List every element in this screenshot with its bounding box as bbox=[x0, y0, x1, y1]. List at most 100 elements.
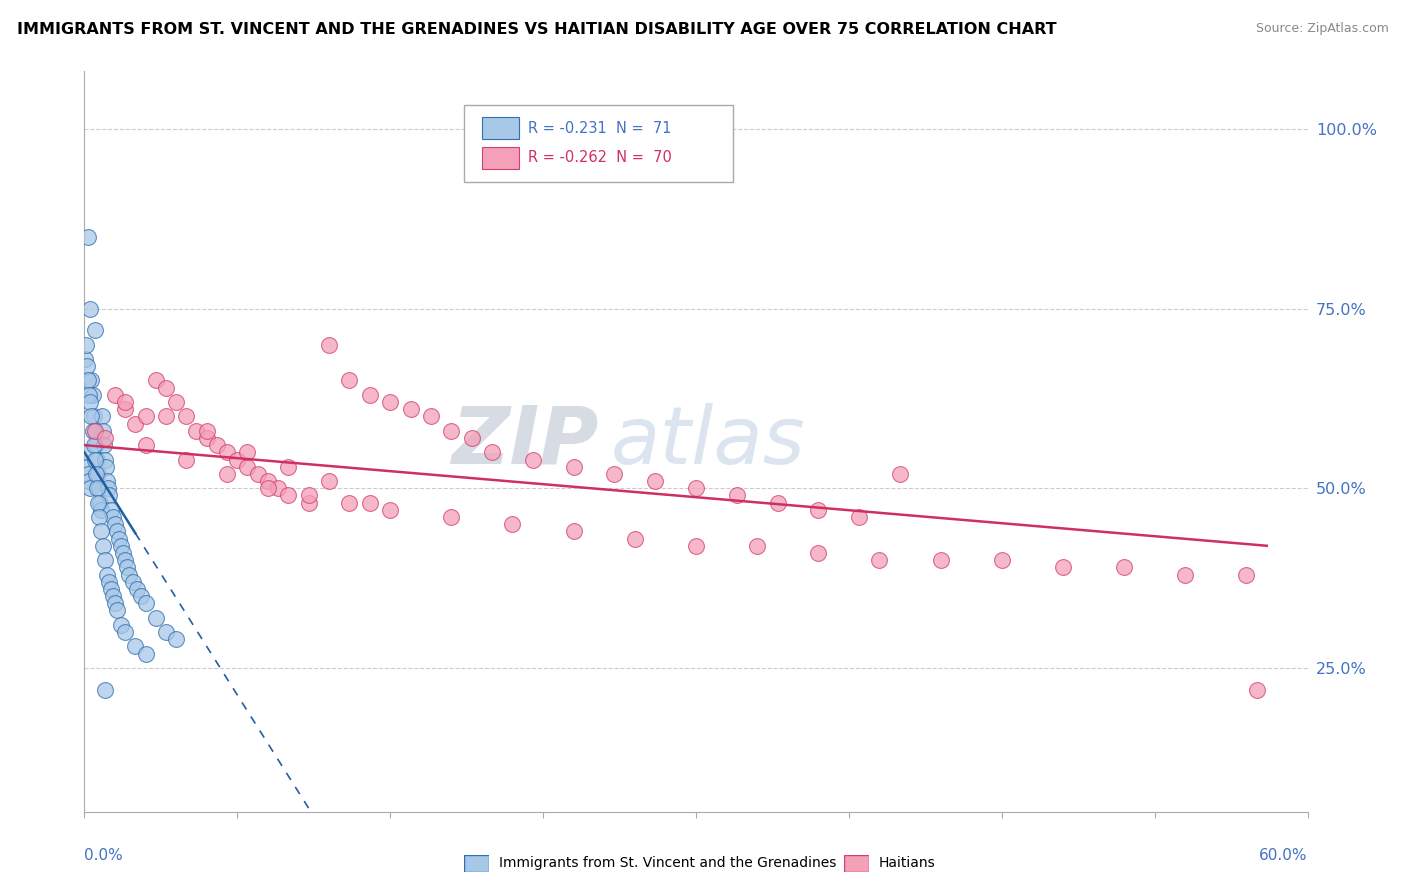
Point bbox=[461, 431, 484, 445]
Point bbox=[929, 553, 952, 567]
Point bbox=[145, 374, 167, 388]
Point bbox=[131, 589, 153, 603]
FancyBboxPatch shape bbox=[464, 104, 733, 183]
Point bbox=[186, 424, 208, 438]
Point bbox=[562, 524, 585, 539]
Point bbox=[217, 467, 239, 481]
Point bbox=[747, 539, 769, 553]
Point bbox=[195, 431, 218, 445]
Point bbox=[124, 640, 146, 654]
Point bbox=[105, 603, 128, 617]
Point bbox=[725, 488, 748, 502]
Point bbox=[90, 503, 112, 517]
Point bbox=[155, 409, 177, 424]
Point bbox=[246, 467, 269, 481]
Point bbox=[624, 532, 647, 546]
Point bbox=[155, 381, 177, 395]
Point bbox=[108, 532, 131, 546]
Point bbox=[83, 452, 105, 467]
Y-axis label: Disability Age Over 75: Disability Age Over 75 bbox=[0, 356, 7, 527]
Point bbox=[91, 424, 114, 438]
Point bbox=[83, 323, 105, 337]
Point bbox=[75, 337, 97, 351]
Point bbox=[97, 488, 120, 502]
Point bbox=[118, 567, 141, 582]
Point bbox=[76, 459, 98, 474]
Point bbox=[82, 424, 104, 438]
Point bbox=[127, 582, 149, 596]
Point bbox=[96, 567, 118, 582]
Point bbox=[685, 539, 707, 553]
Point bbox=[75, 445, 97, 459]
Point bbox=[257, 481, 280, 495]
Point bbox=[114, 553, 136, 567]
Point bbox=[79, 481, 101, 495]
Point bbox=[90, 524, 112, 539]
Point bbox=[83, 424, 105, 438]
Point bbox=[165, 395, 187, 409]
Text: Immigrants from St. Vincent and the Grenadines: Immigrants from St. Vincent and the Gren… bbox=[499, 856, 837, 871]
FancyBboxPatch shape bbox=[482, 117, 519, 139]
Point bbox=[89, 495, 111, 509]
Point bbox=[82, 388, 104, 402]
Point bbox=[1114, 560, 1136, 574]
Point bbox=[502, 517, 524, 532]
Point bbox=[298, 488, 321, 502]
Point bbox=[522, 452, 544, 467]
Point bbox=[87, 481, 110, 495]
Text: Source: ZipAtlas.com: Source: ZipAtlas.com bbox=[1256, 22, 1389, 36]
Point bbox=[236, 445, 259, 459]
Point bbox=[165, 632, 187, 647]
Point bbox=[122, 574, 145, 589]
Point bbox=[135, 596, 157, 610]
Point bbox=[79, 474, 101, 488]
Text: Haitians: Haitians bbox=[879, 856, 935, 871]
Point bbox=[205, 438, 228, 452]
Point bbox=[84, 467, 107, 481]
Point bbox=[100, 582, 122, 596]
Point bbox=[77, 229, 100, 244]
Point bbox=[257, 474, 280, 488]
Point bbox=[807, 546, 830, 560]
Point bbox=[77, 467, 100, 481]
Text: atlas: atlas bbox=[610, 402, 806, 481]
Point bbox=[236, 459, 259, 474]
Point bbox=[93, 431, 115, 445]
Point bbox=[101, 510, 124, 524]
Point bbox=[112, 546, 135, 560]
Point bbox=[339, 495, 361, 509]
Point bbox=[277, 459, 299, 474]
Text: 0.0%: 0.0% bbox=[84, 847, 124, 863]
Text: ZIP: ZIP bbox=[451, 402, 598, 481]
Point bbox=[101, 589, 124, 603]
Point bbox=[226, 452, 249, 467]
Point bbox=[562, 459, 585, 474]
Point bbox=[79, 388, 101, 402]
Point bbox=[80, 374, 103, 388]
Text: IMMIGRANTS FROM ST. VINCENT AND THE GRENADINES VS HAITIAN DISABILITY AGE OVER 75: IMMIGRANTS FROM ST. VINCENT AND THE GREN… bbox=[17, 22, 1056, 37]
Point bbox=[267, 481, 290, 495]
Point bbox=[440, 424, 463, 438]
Point bbox=[93, 452, 115, 467]
Point bbox=[766, 495, 789, 509]
Point bbox=[97, 481, 120, 495]
Point bbox=[1052, 560, 1074, 574]
Point bbox=[124, 417, 146, 431]
Point bbox=[84, 438, 107, 452]
Point bbox=[97, 574, 120, 589]
Point bbox=[83, 409, 105, 424]
Point bbox=[298, 495, 321, 509]
Point bbox=[1174, 567, 1197, 582]
Point bbox=[86, 452, 108, 467]
Point bbox=[135, 438, 157, 452]
Point bbox=[644, 474, 666, 488]
Point bbox=[685, 481, 707, 495]
Point bbox=[93, 553, 115, 567]
Point bbox=[93, 438, 115, 452]
Point bbox=[135, 409, 157, 424]
Point bbox=[807, 503, 830, 517]
Point bbox=[339, 374, 361, 388]
Point bbox=[110, 539, 132, 553]
Text: R = -0.262  N =  70: R = -0.262 N = 70 bbox=[529, 151, 672, 166]
Point bbox=[77, 374, 100, 388]
